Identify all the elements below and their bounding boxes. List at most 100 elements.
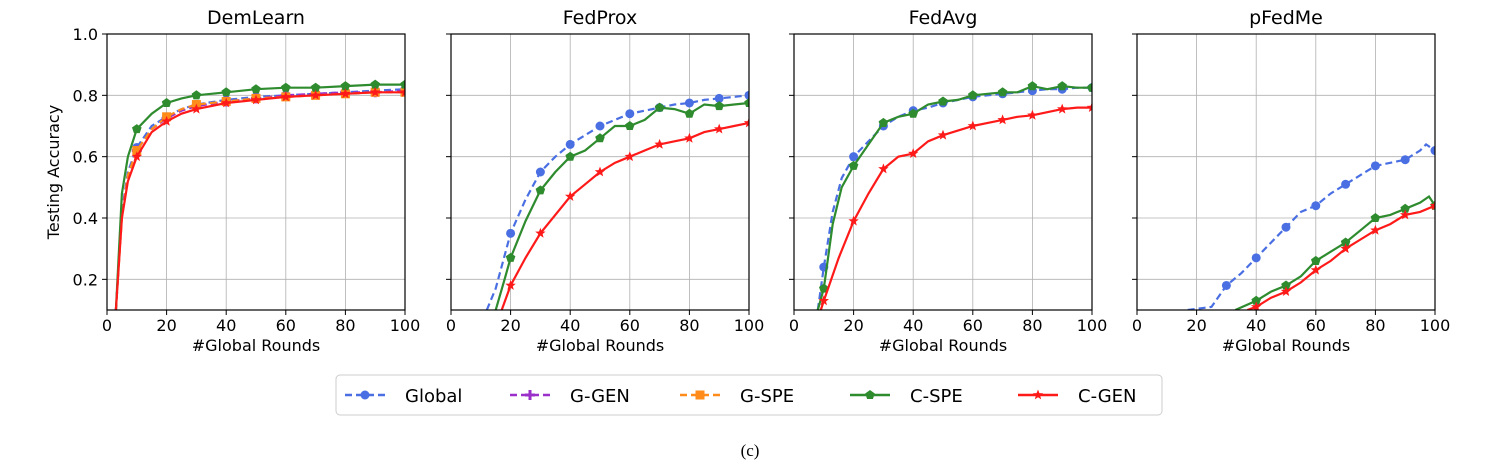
legend-item-global: Global — [345, 386, 462, 407]
y-tick-label: 0.2 — [73, 270, 98, 289]
marker-c-spe — [1370, 213, 1381, 222]
marker-g-spe — [132, 146, 142, 156]
x-tick-label: 100 — [390, 316, 421, 335]
legend-label: G-SPE — [740, 386, 794, 407]
marker-global — [1221, 280, 1231, 290]
x-tick-label: 80 — [679, 316, 699, 335]
marker-c-gen — [1280, 286, 1292, 296]
panel-demlearn: 0 20 40 60 80 100 0.2 0.4 0.6 0.8 1.0 DemLearn #Glob… — [44, 7, 420, 355]
legend: Global G-GEN G-SPE C-SPE C-GEN — [335, 374, 1163, 416]
plot-frame — [106, 33, 406, 311]
series-line-global — [816, 86, 1092, 310]
legend-marker — [865, 390, 875, 399]
marker-c-spe — [1281, 280, 1291, 290]
plot-frame — [793, 33, 1093, 311]
marker-c-gen — [1251, 301, 1262, 310]
x-tick-label: 80 — [1022, 316, 1042, 335]
x-tick-label: 20 — [843, 316, 863, 335]
legend-item-g-spe: G-SPE — [680, 386, 794, 407]
x-tick-label: 60 — [963, 316, 983, 335]
legend-label: C-GEN — [1078, 386, 1137, 407]
marker-c-gen — [743, 117, 749, 128]
legend-label: Global — [405, 386, 462, 407]
marker-global — [849, 152, 859, 162]
marker-c-spe — [565, 151, 575, 161]
marker-c-gen — [505, 280, 516, 290]
marker-global — [1370, 161, 1380, 171]
marker-c-spe — [535, 185, 546, 195]
marker-c-gen — [1310, 264, 1321, 275]
series-group — [816, 81, 1092, 310]
panel-pfedme: 0 20 40 60 80 100 pFedMe #Global Rounds — [1132, 7, 1450, 355]
figure-caption: (c) — [741, 441, 760, 460]
y-tick-label: 0.8 — [73, 86, 98, 105]
plot-frame — [1136, 33, 1436, 311]
series-line-g-spe — [114, 91, 405, 310]
marker-c-gen — [1429, 200, 1435, 211]
marker-global — [1430, 146, 1435, 156]
panel-title: pFedMe — [1249, 7, 1323, 29]
series-group — [114, 79, 405, 310]
y-axis-label: Testing Accuracy — [44, 105, 63, 240]
x-tick-label: 0 — [1132, 316, 1142, 335]
marker-c-gen — [535, 227, 546, 238]
x-axis-label: #Global Rounds — [879, 336, 1008, 355]
marker-c-gen — [191, 103, 202, 114]
marker-c-spe — [1027, 81, 1038, 91]
legend-item-c-gen: C-GEN — [1018, 386, 1137, 407]
series-group — [1187, 142, 1435, 310]
marker-global — [684, 98, 694, 108]
marker-c-spe — [654, 102, 665, 112]
series-line-global — [485, 94, 749, 310]
marker-global — [1311, 201, 1321, 211]
marker-c-spe — [1311, 255, 1321, 265]
marker-global — [625, 109, 635, 119]
series-line-c-gen — [500, 121, 749, 310]
x-tick-label: 40 — [903, 316, 923, 335]
marker-c-gen — [370, 86, 381, 97]
marker-global — [1281, 222, 1291, 232]
marker-c-gen — [848, 215, 859, 226]
marker-c-spe — [191, 90, 202, 100]
x-tick-label: 0 — [446, 316, 456, 335]
x-tick-label: 20 — [1186, 316, 1206, 335]
legend-marker — [1032, 389, 1044, 400]
marker-c-spe — [848, 160, 859, 170]
marker-c-spe — [310, 82, 321, 92]
marker-c-spe — [1087, 82, 1092, 92]
marker-c-gen — [221, 97, 232, 108]
series-group — [485, 90, 749, 310]
legend-item-c-spe: C-SPE — [850, 386, 963, 407]
marker-c-spe — [161, 98, 172, 107]
marker-c-spe — [819, 283, 829, 293]
marker-c-spe — [714, 101, 724, 111]
x-tick-label: 40 — [560, 316, 580, 335]
marker-c-gen — [714, 123, 725, 134]
legend-marker — [695, 390, 705, 400]
x-tick-label: 0 — [102, 316, 112, 335]
series-line-g-gen — [114, 89, 405, 310]
panel-title: FedAvg — [909, 7, 978, 29]
x-tick-label: 40 — [1246, 316, 1266, 335]
panel-title: FedProx — [563, 7, 637, 29]
marker-c-gen — [967, 120, 978, 131]
grid — [793, 33, 1093, 310]
series-line-global — [114, 88, 405, 310]
marker-c-gen — [1370, 224, 1381, 235]
marker-c-spe — [938, 96, 948, 106]
marker-c-gen — [997, 114, 1008, 125]
marker-c-spe — [1251, 295, 1261, 305]
marker-c-spe — [370, 79, 380, 89]
marker-c-spe — [595, 133, 605, 143]
series-line-c-spe — [816, 84, 1092, 310]
x-axis-label: #Global Rounds — [536, 336, 665, 355]
panel-fedavg: 0 20 40 60 80 100 FedAvg #Global Rounds — [789, 7, 1107, 355]
marker-c-gen — [594, 166, 606, 177]
x-tick-label: 60 — [276, 316, 296, 335]
marker-c-gen — [1057, 103, 1068, 114]
x-tick-label: 60 — [1306, 316, 1326, 335]
marker-c-spe — [251, 84, 261, 94]
x-tick-label: 20 — [500, 316, 520, 335]
marker-c-spe — [1340, 237, 1351, 247]
